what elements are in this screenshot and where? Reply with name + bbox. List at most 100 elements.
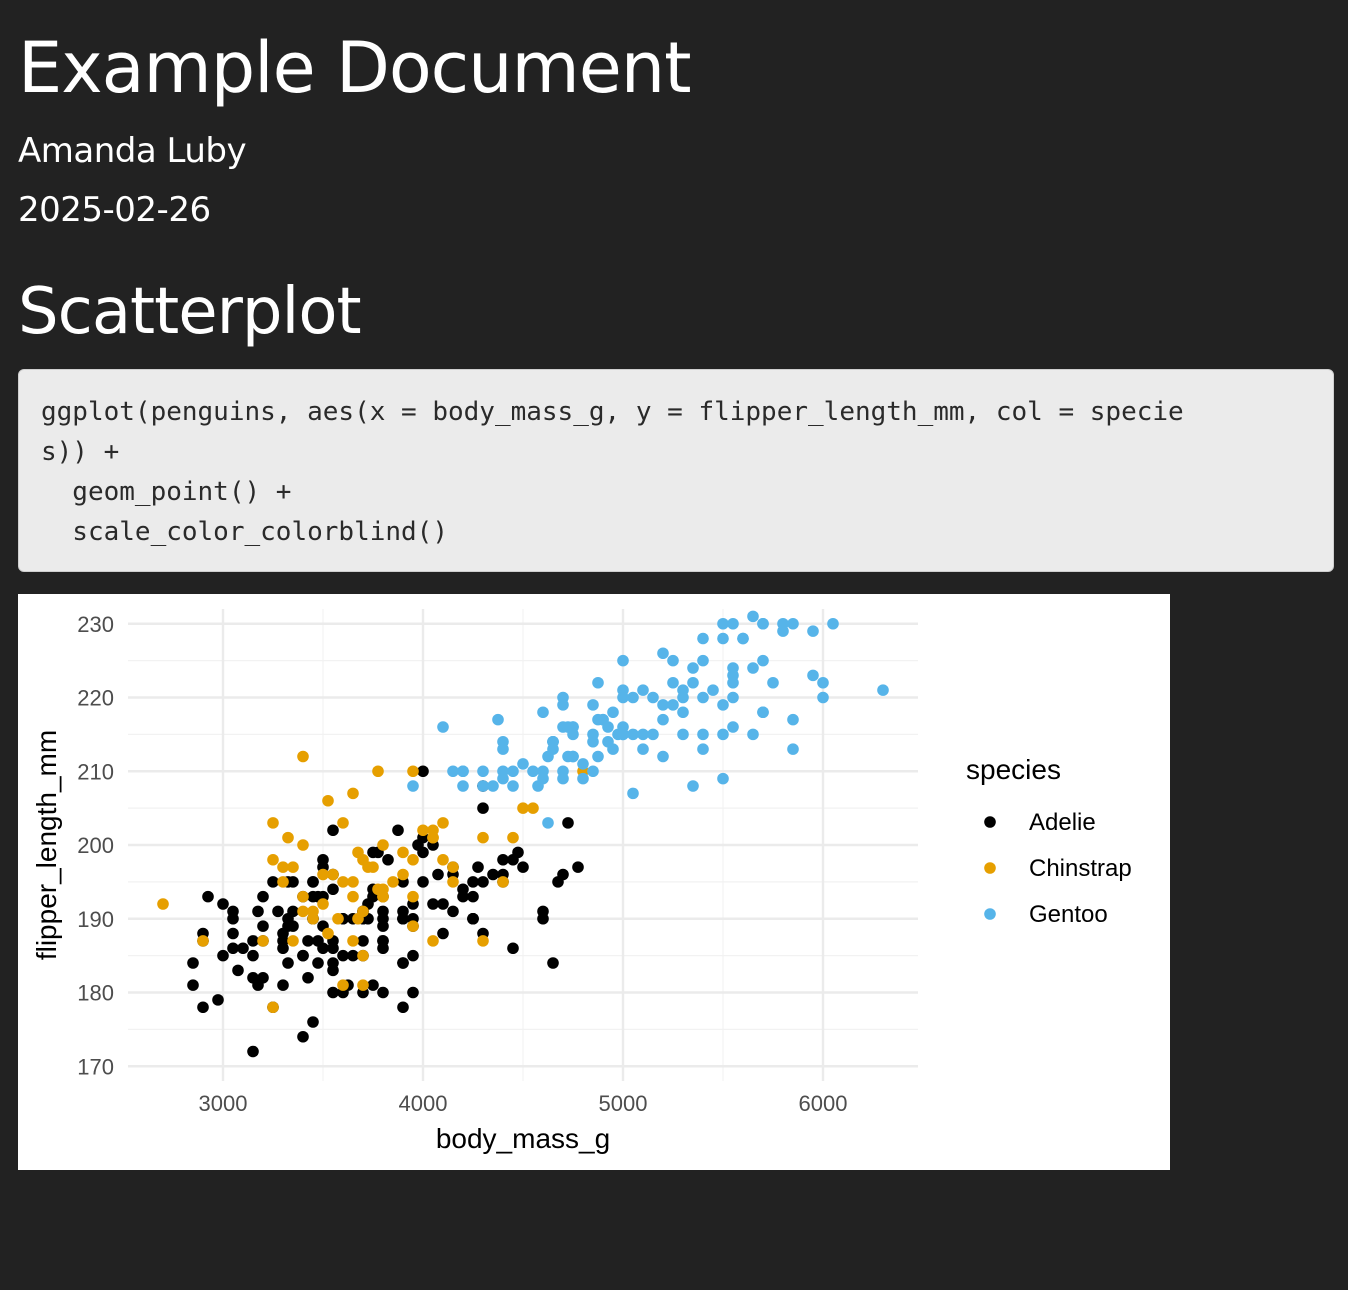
gentoo-point <box>577 772 589 785</box>
gentoo-point <box>707 684 719 696</box>
gentoo-point <box>787 743 799 755</box>
y-tick-label: 200 <box>77 833 114 858</box>
gentoo-point <box>727 691 739 704</box>
adelie-point <box>467 876 479 888</box>
chinstrap-point <box>417 824 429 837</box>
chinstrap-point <box>322 794 334 807</box>
document-date: 2025-02-26 <box>18 190 211 230</box>
gentoo-point <box>697 728 709 741</box>
chinstrap-point <box>357 979 369 991</box>
adelie-point <box>382 853 394 866</box>
gentoo-point <box>507 780 519 792</box>
chinstrap-point <box>447 876 459 888</box>
adelie-point <box>187 957 199 969</box>
chinstrap-point <box>372 765 384 778</box>
chinstrap-point <box>157 898 169 910</box>
document-title: Example Document <box>18 27 692 109</box>
gentoo-point <box>657 647 669 660</box>
chinstrap-point <box>297 750 309 763</box>
gentoo-point <box>647 728 659 741</box>
gentoo-point <box>817 691 829 704</box>
adelie-point <box>217 949 229 962</box>
gentoo-point <box>717 699 729 711</box>
chinstrap-point <box>337 876 349 888</box>
gentoo-point <box>657 699 669 711</box>
adelie-point <box>257 890 269 903</box>
adelie-point <box>432 868 444 881</box>
gentoo-point <box>567 750 579 763</box>
gentoo-point <box>727 669 739 682</box>
gentoo-point <box>527 765 539 778</box>
gentoo-point <box>747 610 759 623</box>
gentoo-point <box>697 743 709 755</box>
gentoo-point <box>637 728 649 741</box>
gentoo-point <box>777 617 789 630</box>
chinstrap-point <box>317 868 329 881</box>
gentoo-point <box>457 780 469 792</box>
code-block[interactable]: ggplot(penguins, aes(x = body_mass_g, y … <box>18 369 1334 572</box>
chinstrap-point <box>397 868 409 881</box>
adelie-point <box>247 949 259 962</box>
gentoo-point <box>592 750 604 763</box>
chinstrap-point <box>322 927 334 940</box>
gentoo-point <box>517 758 529 770</box>
chinstrap-point <box>357 949 369 962</box>
gentoo-point <box>657 713 669 726</box>
y-axis-title: flipper_length_mm <box>31 730 62 960</box>
adelie-point <box>237 942 249 955</box>
chinstrap-point <box>377 883 389 896</box>
adelie-point <box>287 876 299 888</box>
chinstrap-point <box>347 890 359 903</box>
gentoo-point <box>437 721 449 733</box>
chinstrap-point <box>327 868 339 881</box>
chinstrap-point <box>347 876 359 888</box>
chinstrap-point <box>347 787 359 800</box>
x-tick-label: 6000 <box>799 1091 848 1116</box>
adelie-point <box>487 868 499 881</box>
gentoo-point <box>537 706 549 719</box>
adelie-point <box>187 979 199 991</box>
gentoo-point <box>477 780 489 792</box>
adelie-point <box>347 949 359 962</box>
scatterplot-chart: 3000 4000 5000 6000 170 180 190 200 210 220 230 b… <box>31 609 1132 1154</box>
gentoo-point <box>627 691 639 704</box>
adelie-point <box>202 890 214 903</box>
adelie-point <box>267 876 279 888</box>
chinstrap-point <box>407 853 419 866</box>
legend-key-chinstrap <box>984 862 996 874</box>
gentoo-point <box>487 780 499 792</box>
gentoo-point <box>807 669 819 682</box>
adelie-point <box>227 905 239 918</box>
chinstrap-point <box>257 935 269 947</box>
gentoo-point <box>637 743 649 755</box>
adelie-point <box>572 861 584 873</box>
chinstrap-point <box>377 839 389 851</box>
gentoo-point <box>877 684 889 696</box>
chinstrap-point <box>437 853 449 866</box>
gentoo-point <box>627 728 639 741</box>
chinstrap-point <box>267 853 279 866</box>
gentoo-point <box>757 706 769 719</box>
adelie-point <box>252 905 264 918</box>
adelie-point <box>327 986 339 999</box>
gentoo-point <box>607 706 619 719</box>
gentoo-point <box>717 632 729 645</box>
chinstrap-point <box>332 912 344 925</box>
adelie-point <box>417 876 429 888</box>
adelie-point <box>312 957 324 969</box>
adelie-point <box>497 853 509 866</box>
gentoo-point <box>637 684 649 696</box>
gentoo-point <box>767 676 779 689</box>
adelie-point <box>307 1016 319 1028</box>
data-points <box>157 610 889 1058</box>
gentoo-point <box>667 676 679 689</box>
gentoo-point <box>687 676 699 689</box>
gentoo-point <box>557 691 569 704</box>
adelie-point <box>392 824 404 837</box>
legend-label-gentoo: Gentoo <box>1029 901 1108 928</box>
adelie-point <box>517 861 529 873</box>
gentoo-point <box>737 632 749 645</box>
gentoo-point <box>747 728 759 741</box>
adelie-point <box>557 868 569 881</box>
chinstrap-point <box>337 979 349 991</box>
